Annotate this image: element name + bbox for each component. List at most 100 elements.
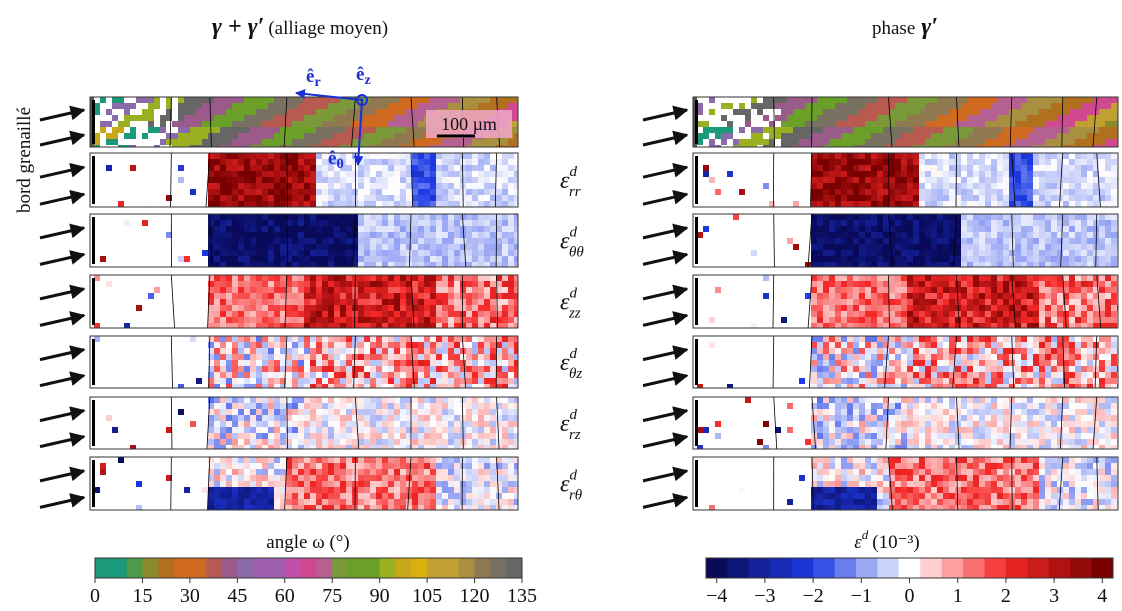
map-cell: [859, 121, 865, 127]
map-cell: [502, 439, 508, 445]
map-cell: [448, 183, 454, 189]
map-cell: [847, 183, 853, 189]
map-cell: [514, 505, 518, 510]
map-cell: [394, 421, 400, 427]
map-cell: [394, 354, 400, 360]
map-cell: [412, 354, 418, 360]
map-cell: [412, 317, 418, 323]
map-cell: [280, 463, 286, 469]
map-cell: [316, 238, 322, 244]
map-cell: [508, 195, 514, 201]
map-cell: [274, 487, 280, 493]
map-cell: [322, 139, 328, 145]
map-cell: [1075, 171, 1081, 177]
map-cell: [256, 183, 262, 189]
map-cell: [310, 220, 316, 226]
map-cell: [400, 372, 406, 378]
map-cell: [364, 403, 370, 409]
map-panel: [40, 214, 518, 267]
map-cell: [472, 171, 478, 177]
map-cell: [226, 97, 232, 103]
map-cell: [490, 384, 496, 388]
map-panel: [643, 214, 1118, 267]
map-cell: [412, 348, 418, 354]
map-cell: [502, 195, 508, 201]
map-cell: [382, 109, 388, 115]
map-cell: [274, 499, 280, 505]
map-cell: [1021, 139, 1027, 145]
map-cell: [244, 323, 250, 328]
map-cell: [358, 214, 364, 220]
edge-bar: [92, 100, 95, 144]
map-cell: [1069, 189, 1075, 195]
map-cell: [979, 183, 985, 189]
map-cell: [226, 421, 232, 427]
map-cell: [757, 121, 763, 127]
map-cell: [208, 97, 214, 103]
map-cell: [703, 139, 709, 145]
map-cell: [238, 481, 244, 487]
map-cell: [412, 195, 418, 201]
map-cell: [430, 311, 436, 317]
map-cell: [346, 171, 352, 177]
map-cell: [214, 463, 220, 469]
map-cell: [472, 323, 478, 328]
map-cell: [430, 336, 436, 342]
map-cell: [466, 220, 472, 226]
map-cell: [358, 403, 364, 409]
map-cell: [895, 121, 901, 127]
map-cell: [1111, 189, 1117, 195]
map-cell: [430, 397, 436, 403]
map-cell: [226, 171, 232, 177]
map-cell: [490, 238, 496, 244]
map-cell: [847, 189, 853, 195]
map-cell: [376, 348, 382, 354]
map-cell: [1087, 115, 1093, 121]
map-cell: [967, 262, 973, 267]
map-cell: [310, 348, 316, 354]
map-cell: [490, 360, 496, 366]
map-cell: [334, 445, 340, 449]
map-cell: [406, 499, 412, 505]
map-cell: [346, 262, 352, 267]
map-cell: [454, 487, 460, 493]
map-cell: [412, 171, 418, 177]
map-cell: [316, 469, 322, 475]
map-cell: [877, 250, 883, 256]
map-cell: [448, 214, 454, 220]
map-cell: [907, 214, 913, 220]
map-cell: [454, 493, 460, 499]
map-cell: [811, 189, 817, 195]
map-cell: [316, 127, 322, 133]
map-cell: [913, 97, 919, 103]
map-cell: [238, 275, 244, 281]
map-cell: [364, 469, 370, 475]
map-cell: [310, 127, 316, 133]
map-cell: [883, 103, 889, 109]
map-cell: [508, 481, 514, 487]
map-cell: [268, 360, 274, 366]
map-cell: [238, 115, 244, 121]
map-cell: [859, 183, 865, 189]
map-cell: [430, 323, 436, 328]
map-cell: [508, 378, 514, 384]
map-cell: [1027, 139, 1033, 145]
map-cell: [454, 275, 460, 281]
map-cell: [847, 115, 853, 121]
map-cell: [895, 133, 901, 139]
map-cell: [364, 232, 370, 238]
map-cell: [208, 499, 214, 505]
map-cell: [388, 262, 394, 267]
map-cell: [400, 493, 406, 499]
map-cell: [925, 189, 931, 195]
map-cell: [895, 103, 901, 109]
map-cell: [502, 171, 508, 177]
map-cell: [865, 139, 871, 145]
map-cell: [430, 433, 436, 439]
map-cell: [913, 244, 919, 250]
map-cell: [322, 366, 328, 372]
map-cell: [913, 153, 919, 159]
map-cell: [937, 177, 943, 183]
map-cell: [298, 323, 304, 328]
map-cell: [322, 232, 328, 238]
